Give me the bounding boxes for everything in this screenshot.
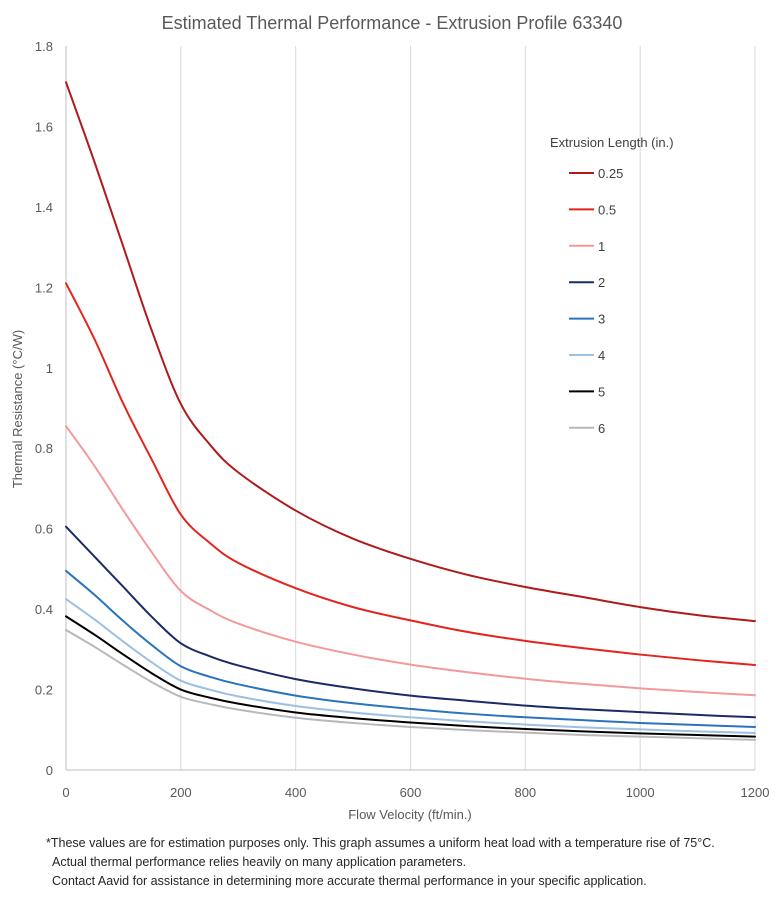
legend-items: 0.25 0.5 1 2 3 4 5 6 [569,166,623,436]
y-tick-labels: 0 0.2 0.4 0.6 0.8 1 1.2 1.4 1.6 1.8 [35,39,53,778]
series-line-3 [65,569,756,728]
x-tick-label-800: 800 [514,785,536,800]
series-line-1 [65,425,756,697]
legend-label-1: 1 [598,239,605,254]
x-tick-label-600: 600 [400,785,422,800]
y-tick-label-1: 1 [46,361,53,376]
x-tick-label-1200: 1200 [741,785,770,800]
series-lines [65,81,756,741]
y-tick-label-1.4: 1.4 [35,200,53,215]
legend-label-6: 6 [598,421,605,436]
grid-lines [180,46,756,770]
y-tick-label-1.8: 1.8 [35,39,53,54]
series-line-5 [65,615,756,738]
legend-label-0_25: 0.25 [598,166,623,181]
series-line-6 [65,629,756,741]
y-tick-label-1.6: 1.6 [35,119,53,134]
y-tick-label-0.8: 0.8 [35,441,53,456]
x-tick-label-1000: 1000 [626,785,655,800]
y-tick-label-0.2: 0.2 [35,683,53,698]
y-tick-label-1.2: 1.2 [35,280,53,295]
y-tick-label-0: 0 [46,763,53,778]
legend-label-3: 3 [598,312,605,327]
legend-title: Extrusion Length (in.) [550,135,674,150]
y-tick-label-0.4: 0.4 [35,602,53,617]
x-tick-label-200: 200 [170,785,192,800]
axes [65,46,755,771]
chart-title: Estimated Thermal Performance - Extrusio… [162,13,623,33]
x-tick-label-400: 400 [285,785,307,800]
x-tick-label-0: 0 [62,785,69,800]
x-axis-label: Flow Velocity (ft/min.) [348,807,472,822]
series-line-0_25 [65,81,756,623]
footnote-line-3: Contact Aavid for assistance in determin… [52,874,647,888]
footnote-line-2: Actual thermal performance relies heavil… [52,855,467,869]
x-tick-labels: 0 200 400 600 800 1000 1200 [62,785,769,800]
y-axis-label: Thermal Resistance (°C/W) [10,330,25,488]
series-line-0_5 [65,282,756,667]
legend-label-4: 4 [598,348,605,363]
legend-label-5: 5 [598,384,605,399]
series-line-4 [65,598,756,734]
legend: Extrusion Length (in.) 0.25 0.5 1 2 3 4 5 6 [550,135,674,436]
y-tick-label-0.6: 0.6 [35,522,53,537]
legend-label-2: 2 [598,275,605,290]
series-line-2 [65,525,756,719]
footnote-line-1: *These values are for estimation purpose… [46,836,715,850]
legend-label-0_5: 0.5 [598,202,616,217]
